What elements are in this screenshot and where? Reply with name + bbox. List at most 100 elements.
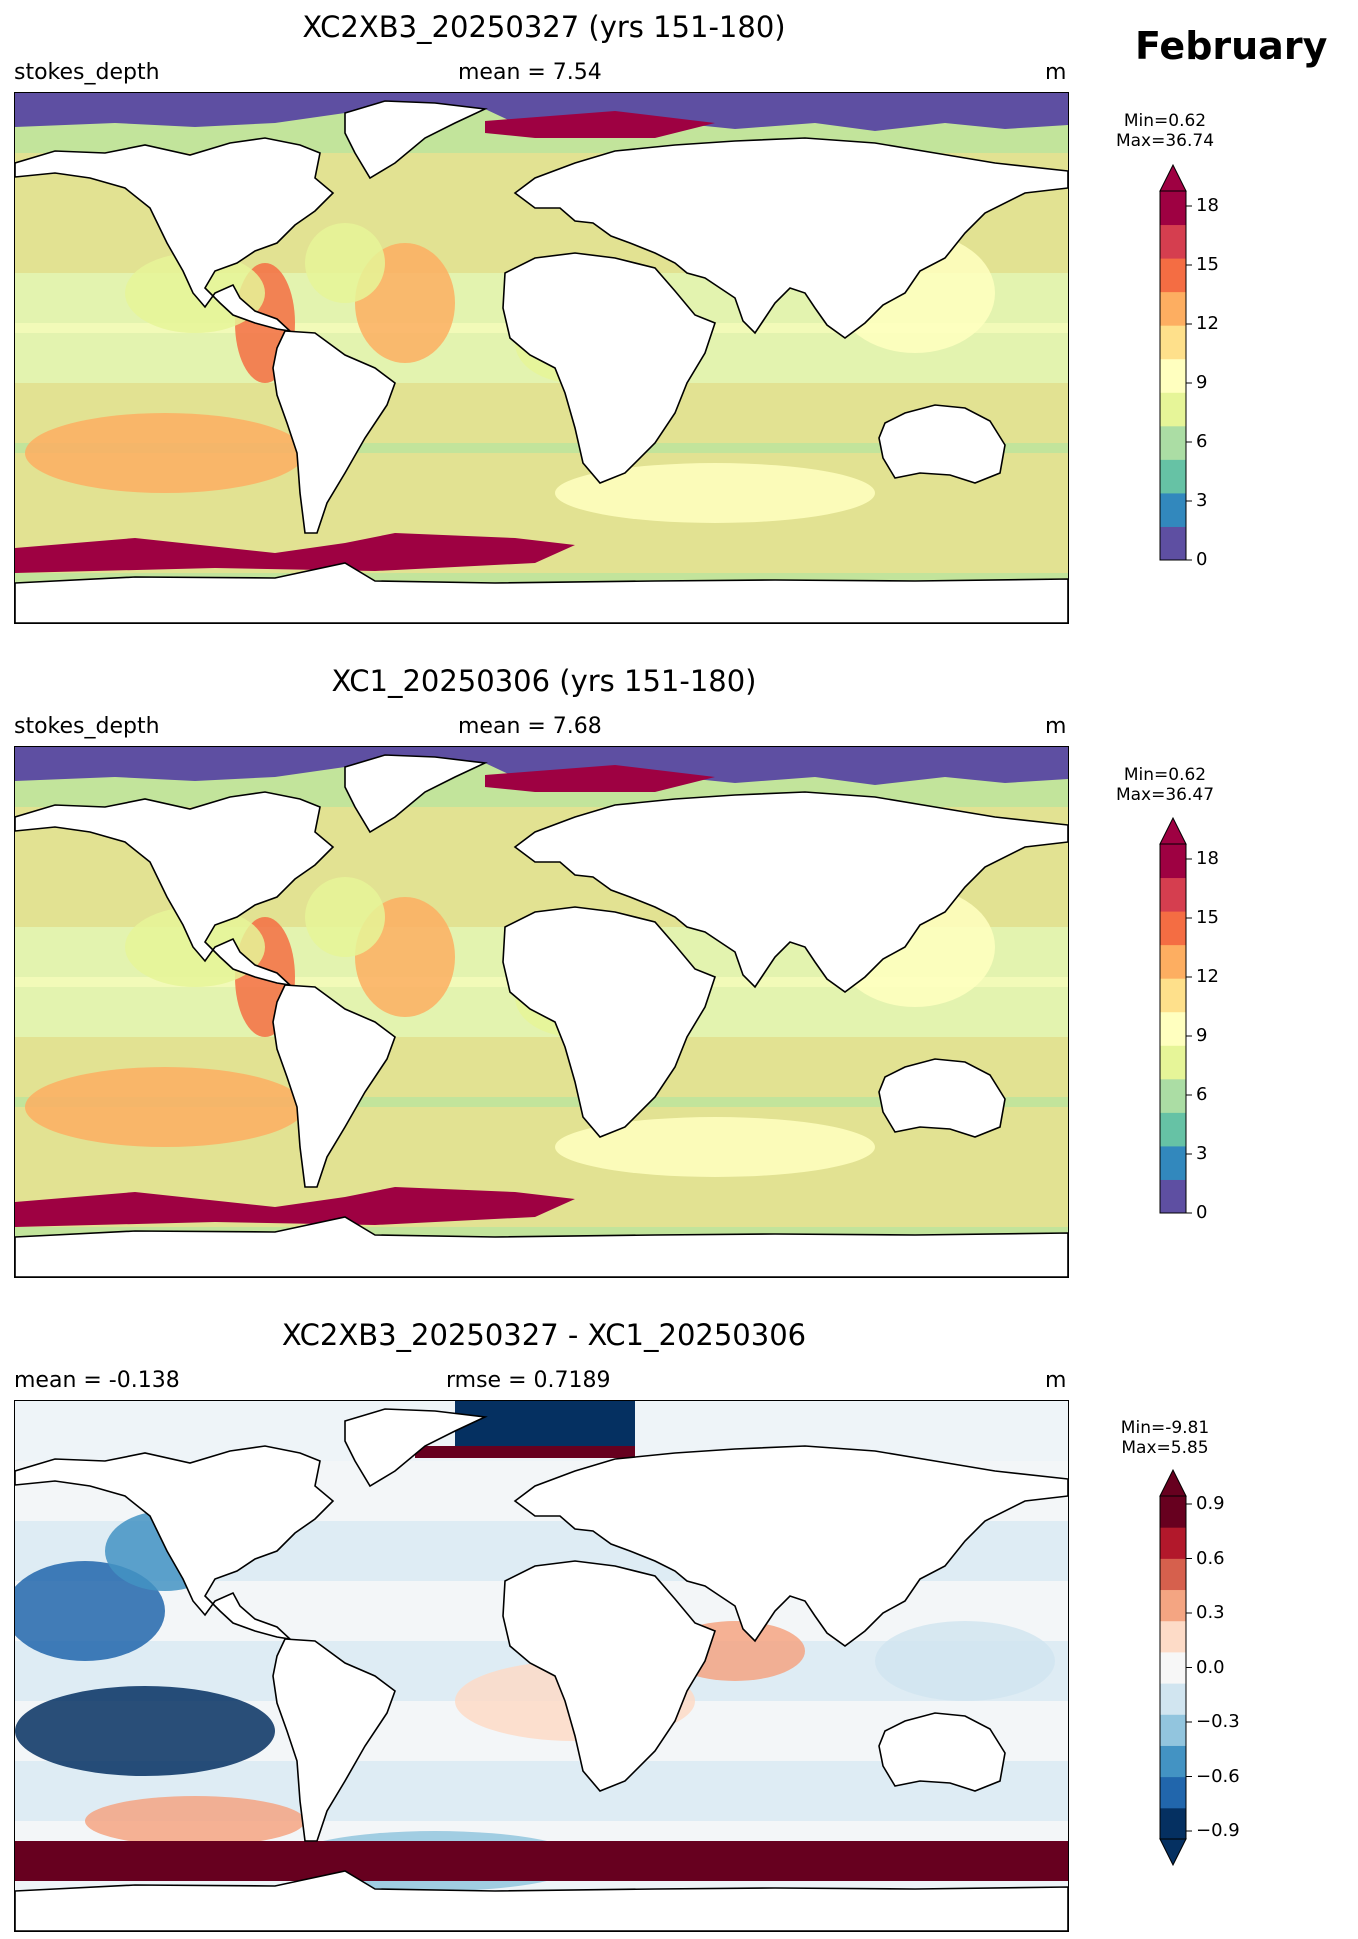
panel-2-mean-label: mean = 7.68 — [458, 714, 602, 739]
land-northAmerica — [15, 1445, 335, 1641]
colorbar-tick-label: 18 — [1196, 848, 1219, 869]
colorbar-svg — [1159, 163, 1192, 561]
land-southAmerica — [272, 984, 396, 1188]
land-northAmerica — [15, 137, 335, 333]
land-greenland — [344, 754, 488, 834]
land-africa — [502, 906, 716, 1138]
colorbar-tick-label: 6 — [1196, 1084, 1208, 1105]
land-southAmerica — [272, 330, 396, 534]
colorbar-extend-max — [1159, 163, 1187, 192]
panel-2-min-label: Min=0.62 — [1123, 765, 1207, 785]
land-antarctica — [15, 1216, 1068, 1277]
field-anomaly — [305, 223, 385, 303]
land-antarctica — [15, 562, 1068, 623]
land-eurasia — [513, 137, 1068, 339]
panel-1-colorbar: 0 3 6 9 12 15 18 — [1159, 163, 1219, 570]
map-svg — [15, 93, 1068, 623]
field-anomaly — [15, 1686, 275, 1776]
colorbar-segment — [1160, 425, 1186, 460]
field-anomaly — [25, 413, 305, 493]
field-anomaly — [555, 1117, 875, 1177]
colorbar-segment — [1160, 392, 1186, 427]
colorbar-tick-label: −0.6 — [1196, 1765, 1240, 1787]
field-anomaly — [305, 877, 385, 957]
nordic-seas-band — [485, 111, 715, 138]
land-australia — [878, 1712, 1006, 1792]
colorbar-segment — [1160, 325, 1186, 360]
land-greenland — [344, 100, 488, 180]
nordic-seas-band — [485, 765, 715, 792]
colorbar-tick-label: 0.6 — [1196, 1547, 1225, 1569]
colorbar-tick-label: 0.3 — [1196, 1602, 1225, 1623]
nordic-seas-anomaly — [455, 1401, 635, 1446]
colorbar-tick-label: 3 — [1196, 490, 1208, 511]
panel-2-colorbar: 0 3 6 9 12 15 18 — [1159, 816, 1219, 1223]
panel-3-map — [14, 1400, 1069, 1932]
field-anomaly — [15, 1561, 165, 1661]
panel-1-min-label: Min=0.62 — [1123, 111, 1207, 131]
land-australia — [878, 1058, 1006, 1138]
panel-2-units-label: m — [1045, 714, 1067, 739]
land-africa — [502, 1560, 716, 1792]
panel-3-title: XC2XB3_20250327 - XC1_20250306 — [281, 1318, 807, 1352]
colorbar-tick-label: 0 — [1196, 549, 1208, 570]
colorbar-segment — [1160, 1112, 1186, 1147]
colorbar-segment — [1160, 1620, 1186, 1653]
field-anomaly — [555, 463, 875, 523]
map-svg — [15, 747, 1068, 1277]
colorbar-extend-max — [1159, 816, 1187, 845]
panel-1-max-label: Max=36.74 — [1115, 131, 1215, 151]
land-eurasia — [513, 791, 1068, 993]
colorbar-tick-label: 9 — [1196, 1025, 1208, 1046]
panel-1-variable-label: stokes_depth — [14, 60, 160, 85]
colorbar-extend-min — [1159, 1838, 1187, 1867]
panel-2-min-max: Min=0.62 Max=36.47 — [1090, 765, 1240, 805]
colorbar-tick-label: 9 — [1196, 372, 1208, 393]
colorbar-segment — [1160, 1807, 1186, 1840]
colorbar-tick-label: 12 — [1196, 966, 1219, 987]
colorbar-segment — [1160, 1011, 1186, 1046]
colorbar-frame — [1159, 843, 1187, 1214]
colorbar-segment — [1160, 1589, 1186, 1622]
colorbar-svg — [1159, 816, 1192, 1214]
colorbar-segment — [1160, 1714, 1186, 1746]
arctic-ice-region — [15, 747, 1068, 785]
colorbar-segment — [1160, 526, 1186, 561]
colorbar-segment — [1160, 1078, 1186, 1113]
panel-3-min-max: Min=-9.81 Max=5.85 — [1090, 1418, 1240, 1458]
colorbar-segment — [1160, 1745, 1186, 1778]
colorbar-tick-label: 0 — [1196, 1202, 1208, 1223]
colorbar-frame — [1159, 190, 1187, 561]
month-label: February — [1135, 24, 1328, 68]
panel-1-units-label: m — [1045, 60, 1067, 85]
southern-ocean-band — [15, 1187, 575, 1227]
panel-2-map — [14, 746, 1069, 1278]
colorbar-segment — [1160, 258, 1186, 293]
land-antarctica — [15, 1870, 1068, 1931]
colorbar-segment — [1160, 1776, 1186, 1809]
panel-2-variable-label: stokes_depth — [14, 714, 160, 739]
colorbar-svg — [1159, 1468, 1192, 1867]
colorbar-tick-label: 15 — [1196, 254, 1219, 275]
colorbar-segment — [1160, 291, 1186, 326]
colorbar-segment — [1160, 1651, 1186, 1684]
arctic-ice-region — [15, 93, 1068, 131]
land-greenland — [344, 1408, 488, 1488]
colorbar-tick-label: −0.9 — [1196, 1820, 1240, 1841]
colorbar-segment — [1160, 1683, 1186, 1715]
colorbar-segment — [1160, 459, 1186, 494]
panel-3-mean-label: mean = -0.138 — [14, 1368, 180, 1393]
panel-3-colorbar: −0.9 −0.6 −0.3 0.0 0.3 0.6 0.9 — [1159, 1468, 1240, 1867]
colorbar-tick-label: 3 — [1196, 1143, 1208, 1164]
panel-1-map — [14, 92, 1069, 624]
colorbar-tick-label: 6 — [1196, 431, 1208, 452]
panel-1-mean-label: mean = 7.54 — [458, 60, 602, 85]
colorbar-segment — [1160, 944, 1186, 979]
colorbar-tick-label: 15 — [1196, 907, 1219, 928]
land-africa — [502, 252, 716, 484]
colorbar-segment — [1160, 1179, 1186, 1214]
panel-1-title: XC2XB3_20250327 (yrs 151-180) — [302, 10, 786, 44]
panel-1-min-max: Min=0.62 Max=36.74 — [1090, 111, 1240, 151]
colorbar-segment — [1160, 877, 1186, 912]
colorbar-segment — [1160, 911, 1186, 946]
